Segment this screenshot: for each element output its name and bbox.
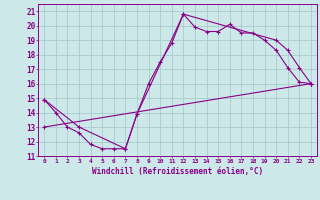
X-axis label: Windchill (Refroidissement éolien,°C): Windchill (Refroidissement éolien,°C) xyxy=(92,167,263,176)
